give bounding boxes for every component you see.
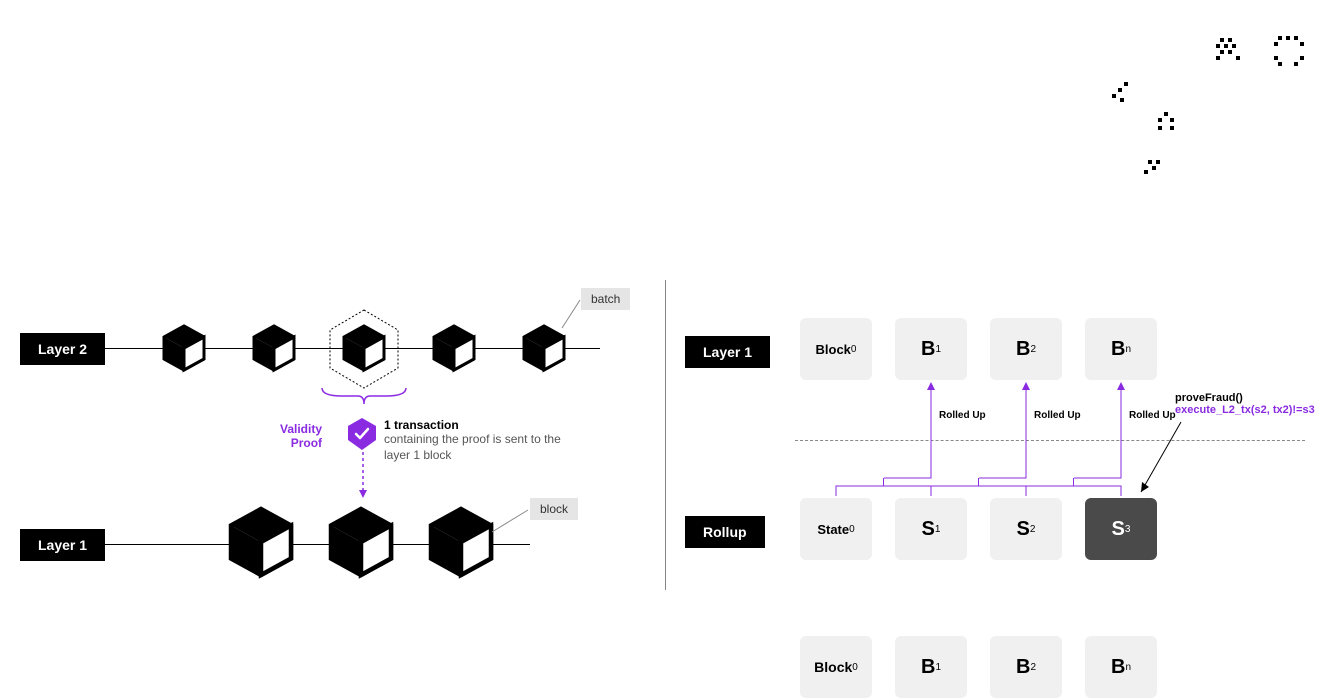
rollup-arrow [1117, 382, 1125, 478]
state-card: S1 [895, 498, 967, 560]
layer1-label-left: Layer 1 [20, 529, 105, 561]
l2-cube [250, 324, 298, 377]
block-card: Block0 [800, 318, 872, 380]
arrow-to-l1 [358, 452, 368, 498]
block-card: Bn [1085, 318, 1157, 380]
rollup-arrow [927, 382, 935, 478]
state-card: State0 [800, 498, 872, 560]
l2-cube [430, 324, 478, 377]
rollup-arrow [1022, 382, 1030, 478]
pixel-decor-icon [1110, 30, 1320, 190]
brace-down [318, 386, 410, 410]
layer1-label-right: Layer 1 [685, 336, 770, 368]
prove-fraud: proveFraud() [1175, 392, 1315, 404]
block-card: B2 [990, 636, 1062, 698]
shield-check-icon [348, 418, 376, 450]
state-card: S3 [1085, 498, 1157, 560]
rollup-bracket [931, 478, 1026, 498]
execute-line: execute_L2_tx(s2, tx2)!=s3 [1175, 404, 1315, 416]
rollup-h-connector [1074, 478, 1122, 479]
block-card: B1 [895, 318, 967, 380]
tx-text: 1 transaction containing the proof is se… [384, 418, 584, 463]
rolled-up-label: Rolled Up [1034, 410, 1081, 421]
batch-tag: batch [581, 288, 630, 310]
block-card: Bn [1085, 636, 1157, 698]
layer2-label: Layer 2 [20, 333, 105, 365]
tx-subtitle: containing the proof is sent to the laye… [384, 432, 584, 463]
block-tag: block [530, 498, 578, 520]
l1-cube [325, 506, 397, 583]
fraud-arrow [1135, 420, 1185, 500]
left-diagram: Layer 2 batch Validity Pr [0, 0, 660, 646]
validity-proof-label: Validity Proof [280, 422, 322, 450]
block-connector [490, 508, 530, 536]
batch-connector [560, 298, 584, 334]
block-card: B2 [990, 318, 1062, 380]
dashed-divider [795, 440, 1305, 441]
l1-cube [425, 506, 497, 583]
rollup-label: Rollup [685, 516, 765, 548]
rollup-bracket [1026, 478, 1121, 498]
rollup-h-connector [979, 478, 1027, 479]
rollup-bracket [836, 478, 931, 498]
hex-highlight [326, 308, 402, 390]
tx-title: 1 transaction [384, 418, 584, 432]
rolled-up-label: Rolled Up [939, 410, 986, 421]
rollup-h-connector [884, 478, 932, 479]
block-card: Block0 [800, 636, 872, 698]
state-card: S2 [990, 498, 1062, 560]
prove-fraud-callout: proveFraud() execute_L2_tx(s2, tx2)!=s3 [1175, 392, 1315, 416]
l2-cube [160, 324, 208, 377]
l1-cube [225, 506, 297, 583]
block-card: B1 [895, 636, 967, 698]
